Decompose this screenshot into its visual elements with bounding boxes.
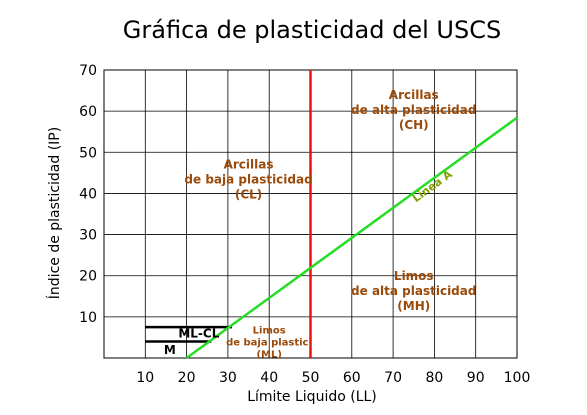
zone-label: de baja plastic. [226, 337, 312, 348]
y-tick-label: 70 [79, 63, 97, 79]
x-tick-label: 70 [384, 370, 402, 386]
zone-label: (CL) [235, 188, 262, 202]
zone-label: (MH) [397, 299, 430, 313]
x-tick-label: 40 [260, 370, 278, 386]
zone-label: (ML) [256, 349, 281, 360]
y-tick-label: 60 [79, 104, 97, 120]
zone-label: Arcillas [224, 158, 274, 172]
zone-label: ML-CL [178, 326, 219, 340]
y-tick-label: 50 [79, 145, 97, 161]
x-tick-label: 50 [302, 370, 320, 386]
y-axis-label: Índice de plasticidad (IP) [46, 127, 63, 299]
x-tick-label: 80 [425, 370, 443, 386]
x-tick-label: 90 [467, 370, 485, 386]
y-tick-label: 20 [79, 269, 97, 285]
zone-label: de alta plasticidad [351, 103, 476, 117]
zone-label: Arcillas [389, 88, 439, 102]
zone-label: M [164, 343, 176, 357]
zone-label: de alta plasticidad [351, 284, 476, 298]
x-tick-label: 10 [136, 370, 154, 386]
chart-title: Gráfica de plasticidad del USCS [123, 16, 501, 44]
x-axis-label: Límite Liquido (LL) [247, 389, 377, 405]
axis-ticks: 10 20 30 40 50 60 70 80 90 100 10 20 30 40 50 60 70 [79, 63, 530, 386]
zone-label: (CH) [399, 118, 429, 132]
x-tick-label: 30 [219, 370, 237, 386]
zone-label: de baja plasticidad [184, 173, 312, 187]
y-tick-label: 40 [79, 186, 97, 202]
y-tick-label: 30 [79, 228, 97, 244]
y-tick-label: 10 [79, 310, 97, 326]
a-line-label: Linea A [410, 167, 455, 205]
x-tick-label: 100 [504, 370, 531, 386]
x-tick-label: 20 [178, 370, 196, 386]
x-tick-label: 60 [343, 370, 361, 386]
zone-label: Limos [394, 269, 434, 283]
plot-area [145, 70, 518, 360]
a-line [185, 116, 518, 360]
zone-label: Limos [253, 325, 286, 336]
